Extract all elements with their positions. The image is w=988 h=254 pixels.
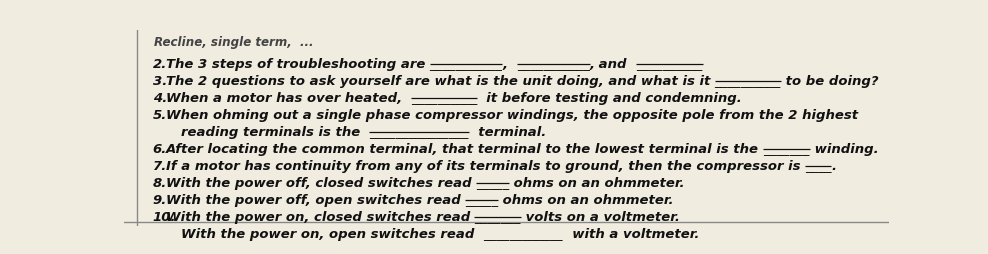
Text: _______: _______ [764, 143, 809, 156]
Text: Recline, single term,  ...: Recline, single term, ... [154, 36, 313, 49]
Text: __________: __________ [636, 58, 702, 71]
Text: With the power on, closed switches read: With the power on, closed switches read [166, 211, 474, 224]
Text: ___________: ___________ [430, 58, 503, 71]
Text: 3.: 3. [152, 75, 167, 88]
Text: ____: ____ [805, 160, 831, 173]
Text: reading terminals is the: reading terminals is the [181, 126, 370, 139]
Text: it before testing and condemning.: it before testing and condemning. [477, 92, 742, 105]
Text: With the power on, open switches read: With the power on, open switches read [181, 228, 483, 241]
Text: With the power off, closed switches read: With the power off, closed switches read [166, 177, 476, 190]
Text: 2.: 2. [152, 58, 167, 71]
Text: _______________: _______________ [370, 126, 468, 139]
Text: ohms on an ohmmeter.: ohms on an ohmmeter. [509, 177, 685, 190]
Text: , and: , and [590, 58, 636, 71]
Text: When a motor has over heated,: When a motor has over heated, [166, 92, 411, 105]
Text: __________: __________ [714, 75, 781, 88]
Text: After locating the common terminal, that terminal to the lowest terminal is the: After locating the common terminal, that… [166, 143, 764, 156]
Text: with a voltmeter.: with a voltmeter. [563, 228, 700, 241]
Text: The 3 steps of troubleshooting are: The 3 steps of troubleshooting are [166, 58, 430, 71]
Text: _____: _____ [465, 194, 498, 207]
Text: volts on a voltmeter.: volts on a voltmeter. [521, 211, 680, 224]
Text: 10.: 10. [152, 211, 176, 224]
Text: When ohming out a single phase compressor windings, the opposite pole from the 2: When ohming out a single phase compresso… [166, 109, 858, 122]
Text: 8.: 8. [152, 177, 167, 190]
Text: ___________: ___________ [517, 58, 590, 71]
Text: ____________: ____________ [483, 228, 563, 241]
Text: The 2 questions to ask yourself are what is the unit doing, and what is it: The 2 questions to ask yourself are what… [166, 75, 714, 88]
Text: 6.: 6. [152, 143, 167, 156]
Text: ,: , [503, 58, 517, 71]
Text: __________: __________ [411, 92, 477, 105]
Text: 7.: 7. [152, 160, 167, 173]
Text: .: . [831, 160, 836, 173]
Text: _____: _____ [476, 177, 509, 190]
Text: 9.: 9. [152, 194, 167, 207]
Text: to be doing?: to be doing? [781, 75, 878, 88]
Text: 5.: 5. [152, 109, 167, 122]
Text: ohms on an ohmmeter.: ohms on an ohmmeter. [498, 194, 674, 207]
Text: 4.: 4. [152, 92, 167, 105]
Text: With the power off, open switches read: With the power off, open switches read [166, 194, 465, 207]
Text: terminal.: terminal. [468, 126, 546, 139]
Text: winding.: winding. [809, 143, 878, 156]
Text: If a motor has continuity from any of its terminals to ground, then the compress: If a motor has continuity from any of it… [166, 160, 805, 173]
Text: _______: _______ [474, 211, 521, 224]
